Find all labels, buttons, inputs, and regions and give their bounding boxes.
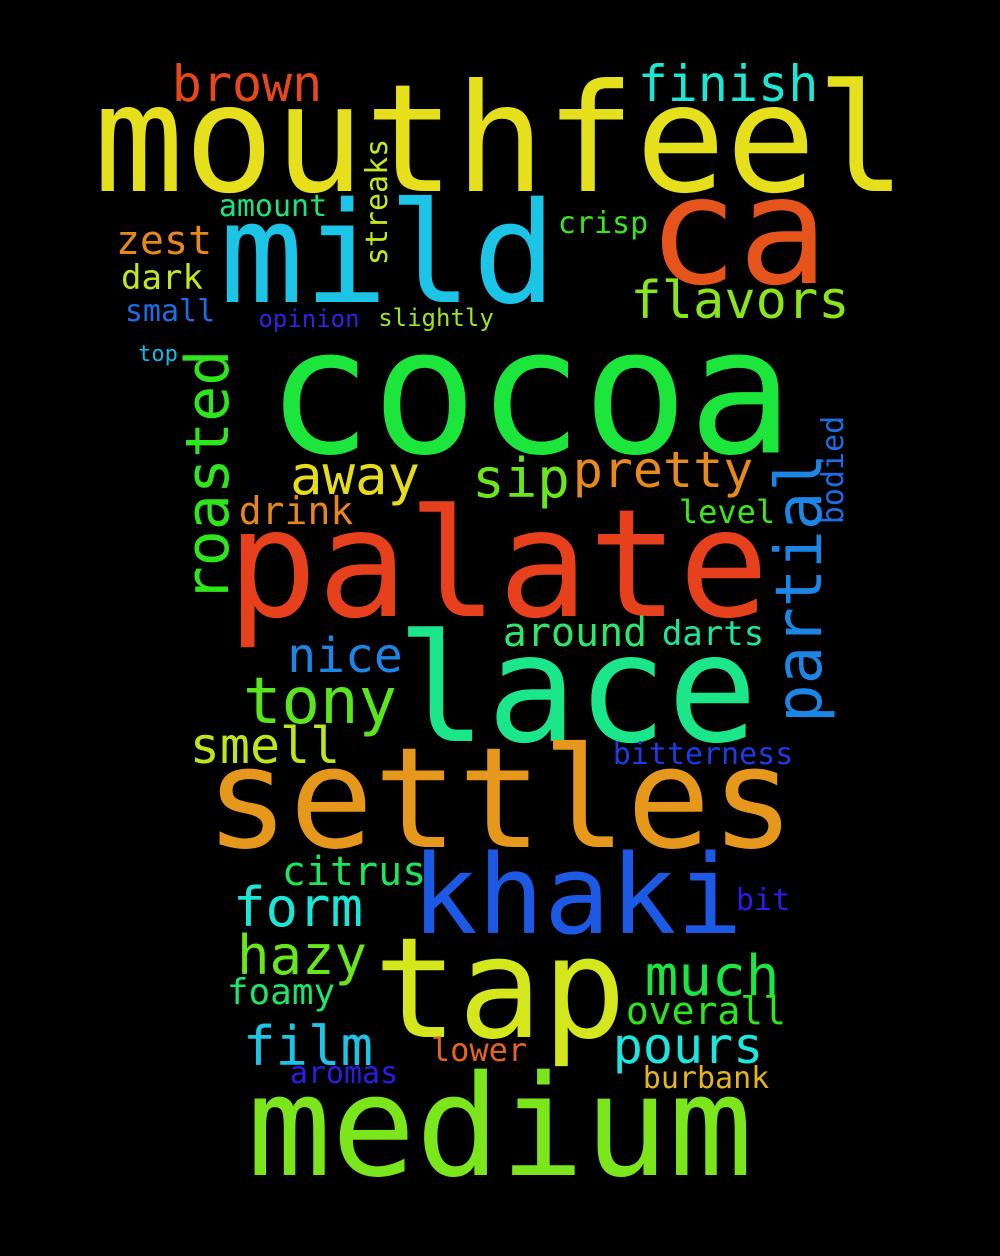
word-slightly: slightly (378, 304, 494, 332)
word-medium: medium (247, 1046, 753, 1209)
word-darts: darts (661, 614, 765, 654)
word-dark: dark (121, 258, 203, 298)
word-smell: smell (189, 717, 341, 775)
word-foamy: foamy (226, 972, 336, 1013)
word-roasted: roasted (173, 349, 243, 603)
word-pours: pours (612, 1017, 764, 1075)
word-crisp: crisp (557, 206, 649, 241)
word-flavors: flavors (630, 271, 850, 331)
word-bitterness: bitterness (612, 737, 794, 772)
word-settles: settles (204, 718, 796, 881)
word-lower: lower (430, 1031, 528, 1069)
word-hazy: hazy (236, 924, 368, 987)
word-drink: drink (238, 489, 354, 533)
word-away: away (289, 444, 421, 507)
word-mild: mild (219, 173, 557, 336)
word-overall: overall (625, 989, 787, 1033)
word-small: small (124, 294, 216, 329)
word-pretty: pretty (572, 441, 754, 499)
word-form: form (232, 876, 364, 939)
word-khaki: khaki (411, 831, 743, 959)
word-cocoa: cocoa (266, 291, 794, 495)
word-palate: palate (227, 478, 769, 652)
word-citrus: citrus (281, 849, 427, 895)
word-aromas: aromas (289, 1056, 399, 1091)
word-partial: partial (763, 453, 837, 723)
word-brown: brown (171, 55, 323, 113)
word-level: level (678, 493, 776, 531)
word-nice: nice (287, 628, 403, 684)
word-amount: amount (218, 189, 328, 224)
word-zest: zest (115, 218, 213, 264)
word-burbank: burbank (642, 1061, 770, 1096)
word-tony: tony (242, 665, 398, 739)
word-finish: finish (637, 55, 819, 113)
word-lace: lace (396, 603, 758, 777)
word-ca: ca (647, 145, 829, 319)
word-around: around (502, 610, 648, 656)
word-streaks: streaks (360, 138, 395, 266)
word-bit: bit (735, 883, 791, 918)
word-mouthfeel: mouthfeel (93, 53, 907, 227)
word-tap: tap (373, 908, 627, 1071)
word-opinion: opinion (258, 305, 360, 333)
word-film: film (242, 1015, 374, 1078)
word-top: top (138, 342, 178, 367)
word-much: much (644, 944, 780, 1009)
word-sip: sip (472, 447, 570, 510)
